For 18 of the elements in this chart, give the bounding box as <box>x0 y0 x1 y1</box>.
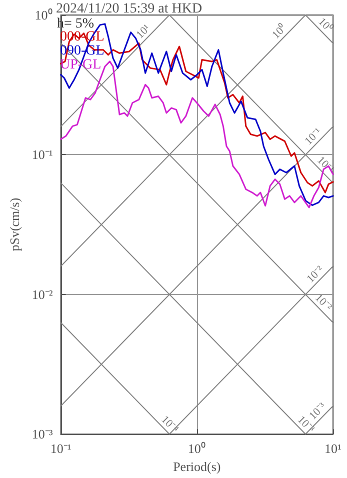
chart-title: 2024/11/20 15:39 at HKD <box>56 2 202 16</box>
x-tick-label: 10⁻¹ <box>50 441 72 456</box>
annotation: 10⁻² <box>304 263 327 286</box>
y-tick-label: 10⁻¹ <box>32 147 53 162</box>
annotation: 10⁻² <box>312 292 334 314</box>
annotation: 10⁻⁴ <box>158 414 181 436</box>
annotation: 10⁻¹ <box>302 126 324 148</box>
y-tick-label: 10⁰ <box>34 8 53 22</box>
annotation: 10⁰ <box>316 15 336 35</box>
annotation: 10⁻¹ <box>314 154 336 176</box>
annotation: 10¹ <box>134 22 153 41</box>
x-axis-title: Period(s) <box>173 459 221 474</box>
annotation: 10⁰ <box>269 21 290 42</box>
y-tick-label: 10⁻³ <box>32 426 53 442</box>
x-tick-label: 10⁰ <box>188 441 206 456</box>
y-axis-title: pSv(cm/s) <box>7 198 22 252</box>
x-tick-label: 10¹ <box>324 441 342 456</box>
y-tick-label: 10⁻² <box>32 286 53 302</box>
